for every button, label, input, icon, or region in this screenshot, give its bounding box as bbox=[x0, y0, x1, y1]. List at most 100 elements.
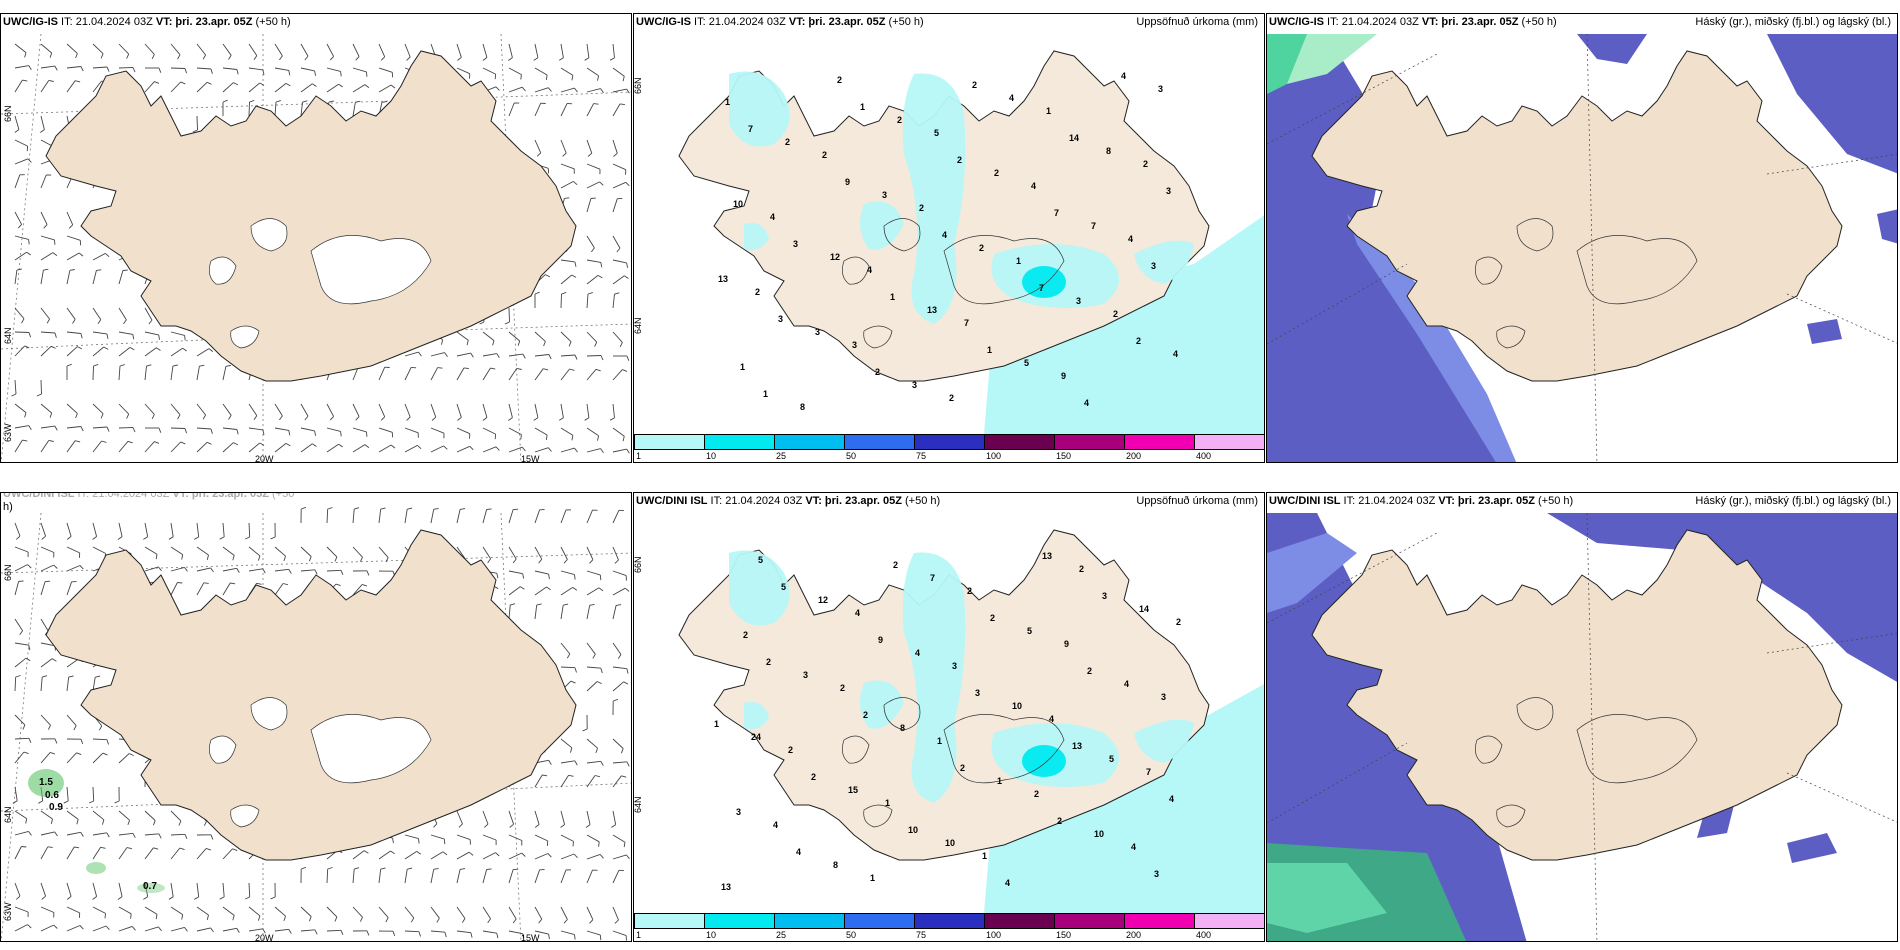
wind-barb bbox=[508, 869, 514, 884]
wind-barb bbox=[404, 930, 420, 933]
wind-barb bbox=[352, 584, 363, 596]
wind-barb-tick bbox=[146, 364, 152, 367]
wind-barb bbox=[14, 251, 27, 261]
wind-barb-tick bbox=[600, 88, 604, 93]
wind-barb bbox=[170, 441, 182, 453]
wind-barb-tick bbox=[437, 367, 443, 369]
wind-barb-tick bbox=[262, 69, 265, 75]
wind-barb bbox=[118, 331, 133, 335]
wind-barb bbox=[40, 618, 49, 632]
wind-barb bbox=[118, 753, 130, 764]
wind-barb-tick bbox=[410, 917, 415, 923]
lat-label: 66N bbox=[633, 77, 643, 94]
precip-value: 2 bbox=[1136, 336, 1142, 346]
wind-barb bbox=[534, 403, 539, 418]
wind-barb-tick bbox=[154, 441, 160, 444]
wind-barb bbox=[586, 139, 593, 154]
wind-barb bbox=[378, 427, 393, 433]
wind-barb-tick bbox=[444, 932, 447, 938]
wind-barb bbox=[326, 546, 338, 558]
wind-barb-tick bbox=[574, 760, 578, 766]
wind-barb-tick bbox=[80, 333, 83, 339]
wind-barb bbox=[456, 906, 466, 919]
wind-barb bbox=[534, 570, 549, 575]
wind-barb-tick bbox=[100, 846, 106, 849]
precip-value: 2 bbox=[788, 745, 794, 755]
wind-barb bbox=[66, 403, 78, 414]
wind-barb bbox=[456, 810, 463, 825]
wind-barb bbox=[14, 751, 25, 764]
wind-barb bbox=[534, 605, 538, 620]
wind-barb-tick bbox=[21, 846, 27, 848]
wind-barb-tick bbox=[49, 52, 53, 58]
wind-barb bbox=[248, 82, 260, 93]
wind-barb bbox=[66, 307, 76, 320]
wind-barb bbox=[430, 869, 435, 884]
wind-barb-tick bbox=[390, 444, 396, 449]
wind-barb bbox=[430, 509, 435, 524]
wind-barb-tick bbox=[259, 82, 265, 86]
wind-barb bbox=[40, 810, 53, 820]
wind-barb-tick bbox=[158, 566, 162, 572]
wind-barb bbox=[118, 522, 123, 537]
wind-barb bbox=[14, 403, 27, 413]
wind-barb-tick bbox=[206, 914, 209, 921]
precip-value: 3 bbox=[882, 190, 888, 200]
wind-barb bbox=[560, 930, 575, 936]
wind-barb bbox=[378, 367, 386, 381]
wind-barb-tick bbox=[79, 925, 84, 930]
wind-barb-tick bbox=[25, 657, 31, 662]
wind-barb bbox=[586, 235, 595, 249]
colorbar-swatch bbox=[1194, 435, 1264, 449]
wind-barb-tick bbox=[548, 934, 550, 940]
wind-barb-tick bbox=[560, 824, 565, 828]
wind-barb bbox=[378, 509, 382, 524]
wind-barb-tick bbox=[301, 506, 307, 510]
wind-barb bbox=[404, 351, 419, 357]
wind-barb-tick bbox=[210, 567, 214, 573]
wind-barb bbox=[352, 84, 366, 93]
wind-barb bbox=[352, 444, 366, 453]
wind-barb bbox=[586, 275, 599, 285]
wind-barb-tick bbox=[592, 653, 596, 659]
precip-map bbox=[678, 50, 1264, 434]
wind-barb-tick bbox=[611, 824, 616, 828]
wind-barb-tick bbox=[36, 393, 42, 397]
wind-barb bbox=[560, 87, 575, 93]
wind-barb-tick bbox=[548, 574, 550, 580]
wind-barb bbox=[14, 158, 29, 165]
wind-barb bbox=[40, 252, 54, 261]
wind-barb-tick bbox=[543, 341, 546, 347]
wind-barb-tick bbox=[279, 415, 283, 421]
wind-barb-tick bbox=[495, 86, 500, 91]
wind-barb bbox=[40, 43, 52, 54]
wind-barb bbox=[274, 101, 277, 117]
wind-barb bbox=[482, 546, 491, 559]
wind-barb-tick bbox=[24, 412, 27, 418]
wind-barb bbox=[274, 443, 287, 453]
wind-barb bbox=[508, 331, 520, 342]
wind-barb bbox=[66, 752, 77, 764]
precip-value: 7 bbox=[1091, 221, 1097, 231]
wind-barb bbox=[222, 927, 237, 932]
wind-barb-tick bbox=[417, 445, 422, 450]
wind-barb-tick bbox=[28, 831, 32, 836]
precip-value: 1 bbox=[937, 736, 943, 746]
wind-barb-tick bbox=[385, 917, 389, 923]
wind-barb-tick bbox=[519, 586, 525, 590]
wind-barb-tick bbox=[249, 99, 255, 103]
wind-barb bbox=[144, 81, 155, 93]
wind-barb bbox=[118, 906, 132, 915]
wind-barb-tick bbox=[184, 335, 186, 341]
wind-barb bbox=[560, 403, 564, 418]
colorbar-label: 200 bbox=[1126, 930, 1142, 940]
wind-barb-tick bbox=[571, 274, 577, 278]
wind-barb-tick bbox=[48, 439, 54, 442]
wind-barb-tick bbox=[609, 57, 615, 61]
wind-barb-tick bbox=[46, 318, 50, 324]
cloud-map bbox=[1267, 33, 1897, 462]
wind-barb-tick bbox=[312, 83, 317, 87]
wind-barb-tick bbox=[158, 833, 162, 839]
wind-barb-tick bbox=[312, 443, 317, 447]
precip-value: 2 bbox=[766, 657, 772, 667]
